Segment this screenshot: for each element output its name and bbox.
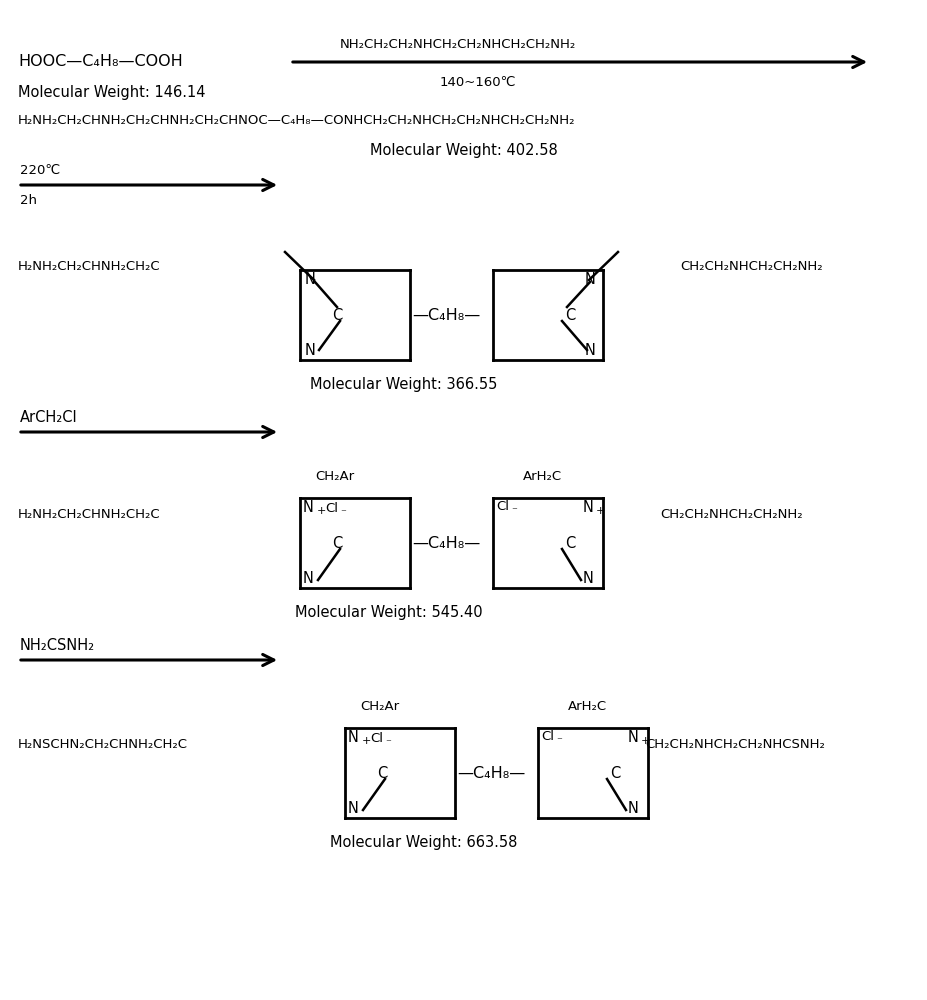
Text: N: N bbox=[348, 801, 359, 816]
Text: CH₂CH₂NHCH₂CH₂NH₂: CH₂CH₂NHCH₂CH₂NH₂ bbox=[680, 260, 822, 273]
Text: CH₂CH₂NHCH₂CH₂NHCSNH₂: CH₂CH₂NHCH₂CH₂NHCSNH₂ bbox=[645, 738, 825, 752]
Text: ⁻: ⁻ bbox=[556, 736, 562, 746]
Text: C: C bbox=[377, 766, 387, 780]
Text: CH₂Ar: CH₂Ar bbox=[360, 700, 400, 712]
Text: Molecular Weight: 402.58: Molecular Weight: 402.58 bbox=[370, 142, 558, 157]
Text: N: N bbox=[583, 500, 594, 515]
Text: C: C bbox=[565, 536, 576, 550]
Text: ⁻: ⁻ bbox=[340, 508, 346, 518]
Text: C: C bbox=[610, 766, 620, 780]
Text: Cl: Cl bbox=[541, 730, 554, 743]
Text: +: + bbox=[317, 506, 326, 516]
Text: ArCH₂Cl: ArCH₂Cl bbox=[20, 410, 78, 424]
Text: —C₄H₈—: —C₄H₈— bbox=[412, 536, 480, 550]
Text: Molecular Weight: 663.58: Molecular Weight: 663.58 bbox=[330, 836, 517, 850]
Text: N: N bbox=[303, 500, 314, 515]
Text: HOOC—C₄H₈—COOH: HOOC—C₄H₈—COOH bbox=[18, 54, 183, 70]
Text: N: N bbox=[585, 272, 596, 287]
Text: N: N bbox=[628, 730, 639, 745]
Text: NH₂CSNH₂: NH₂CSNH₂ bbox=[20, 638, 95, 652]
Text: Molecular Weight: 146.14: Molecular Weight: 146.14 bbox=[18, 85, 206, 100]
Text: NH₂CH₂CH₂NHCH₂CH₂NHCH₂CH₂NH₂: NH₂CH₂CH₂NHCH₂CH₂NHCH₂CH₂NH₂ bbox=[340, 37, 577, 50]
Text: ArH₂C: ArH₂C bbox=[523, 470, 562, 483]
Text: —C₄H₈—: —C₄H₈— bbox=[457, 766, 526, 780]
Text: 2h: 2h bbox=[20, 194, 37, 207]
Text: 140~160℃: 140~160℃ bbox=[440, 76, 516, 89]
Text: 220℃: 220℃ bbox=[20, 163, 60, 176]
Text: N: N bbox=[303, 571, 314, 586]
Text: Cl: Cl bbox=[325, 502, 338, 515]
Text: N: N bbox=[583, 571, 594, 586]
Text: N: N bbox=[305, 343, 316, 358]
Text: ArH₂C: ArH₂C bbox=[568, 700, 607, 712]
Text: N: N bbox=[585, 343, 596, 358]
Text: Molecular Weight: 545.40: Molecular Weight: 545.40 bbox=[295, 605, 483, 620]
Text: ⁻: ⁻ bbox=[385, 738, 391, 748]
Text: H₂NH₂CH₂CHNH₂CH₂C: H₂NH₂CH₂CHNH₂CH₂C bbox=[18, 260, 160, 273]
Text: H₂NH₂CH₂CHNH₂CH₂C: H₂NH₂CH₂CHNH₂CH₂C bbox=[18, 508, 160, 522]
Text: Cl: Cl bbox=[370, 732, 383, 745]
Text: Molecular Weight: 366.55: Molecular Weight: 366.55 bbox=[310, 377, 498, 392]
Text: H₂NSCHN₂CH₂CHNH₂CH₂C: H₂NSCHN₂CH₂CHNH₂CH₂C bbox=[18, 738, 188, 752]
Text: C: C bbox=[332, 308, 342, 322]
Text: +: + bbox=[362, 736, 372, 746]
Text: N: N bbox=[628, 801, 639, 816]
Text: C: C bbox=[565, 308, 576, 322]
Text: —C₄H₈—: —C₄H₈— bbox=[412, 308, 480, 322]
Text: Cl: Cl bbox=[496, 500, 509, 513]
Text: H₂NH₂CH₂CHNH₂CH₂CHNH₂CH₂CHNOC—C₄H₈—CONHCH₂CH₂NHCH₂CH₂NHCH₂CH₂NH₂: H₂NH₂CH₂CHNH₂CH₂CHNH₂CH₂CHNOC—C₄H₈—CONHC… bbox=[18, 113, 576, 126]
Text: +: + bbox=[641, 736, 651, 746]
Text: ⁻: ⁻ bbox=[511, 506, 517, 516]
Text: C: C bbox=[332, 536, 342, 550]
Text: CH₂Ar: CH₂Ar bbox=[315, 470, 354, 483]
Text: CH₂CH₂NHCH₂CH₂NH₂: CH₂CH₂NHCH₂CH₂NH₂ bbox=[660, 508, 803, 522]
Text: N: N bbox=[305, 272, 316, 287]
Text: N: N bbox=[348, 730, 359, 745]
Text: +: + bbox=[596, 506, 605, 516]
